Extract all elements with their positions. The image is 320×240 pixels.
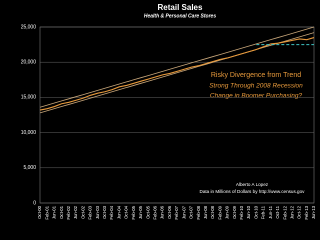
x-tick-label: Feb-03 (88, 205, 93, 219)
annotation: Change in Boomer Purchasing? (210, 93, 303, 100)
chart: Retail Sales Health & Personal Care Stor… (20, 3, 317, 220)
x-tick-label: Jun-13 (311, 205, 316, 219)
x-tick-label: Oct-04 (124, 205, 129, 219)
source: Data in Millions of Dollars by http://ww… (200, 189, 306, 194)
x-tick-label: Jun-09 (225, 205, 230, 219)
x-tick-label: Feb-11 (261, 205, 266, 219)
x-tick-label: Feb-07 (174, 205, 179, 219)
x-tick-label: Jun-03 (95, 205, 100, 219)
x-tick-label: Oct-03 (102, 205, 107, 219)
y-tick-label: 15,000 (21, 95, 37, 101)
series-line (39, 32, 315, 114)
x-tick-label: Jun-04 (116, 205, 121, 219)
x-tick-label: Oct-11 (275, 205, 280, 218)
x-tick-label: Jun-06 (160, 205, 165, 219)
x-tick-label: Feb-01 (44, 205, 49, 219)
y-tick-label: 5,000 (23, 165, 36, 171)
y-tick-label: 20,000 (21, 60, 37, 66)
x-tick-label: Jun-10 (246, 205, 251, 219)
x-tick-label: Jun-02 (73, 205, 78, 219)
x-tick-label: Oct-12 (297, 205, 302, 219)
x-tick-label: Feb-05 (131, 205, 136, 219)
annotation: Strong Through 2008 Recession (209, 83, 303, 90)
x-tick-label: Feb-06 (153, 205, 158, 219)
x-tick-label: Jun-12 (290, 205, 295, 219)
annotation: Risky Divergence from Trend (211, 72, 301, 79)
y-tick-label: 0 (33, 200, 36, 206)
chart-subtitle: Health & Personal Care Stores (144, 13, 216, 19)
chart-title: Retail Sales (158, 3, 203, 12)
author: Alberto A Lopez (236, 182, 269, 187)
series-line (39, 26, 315, 108)
x-tick-label: Feb-02 (66, 205, 71, 219)
x-tick-label: Oct-01 (59, 205, 64, 219)
y-tick-label: 25,000 (21, 24, 37, 30)
plot-frame (39, 26, 315, 204)
x-tick-label: Feb-12 (282, 205, 287, 219)
x-tick-label: Jun-05 (138, 205, 143, 219)
x-tick-label: Jun-07 (181, 205, 186, 219)
x-tick-label: Feb-10 (239, 205, 244, 219)
x-tick-label: Feb-04 (109, 205, 114, 219)
x-tick-label: Oct-08 (210, 205, 215, 219)
x-tick-label: Feb-13 (304, 205, 309, 219)
y-tick-label: 10,000 (21, 130, 37, 136)
x-tick-label: Feb-08 (196, 205, 201, 219)
x-tick-label: Jun-01 (52, 205, 57, 219)
x-tick-label: Oct-02 (80, 205, 85, 219)
x-tick-label: Feb-09 (217, 205, 222, 219)
x-tick-label: Oct-10 (253, 205, 258, 219)
x-tick-label: Jun-08 (203, 205, 208, 219)
x-tick-label: Oct-05 (145, 205, 150, 219)
x-tick-label: Oct-09 (232, 205, 237, 219)
x-tick-label: Oct-06 (167, 205, 172, 219)
x-tick-label: Jun-11 (268, 205, 273, 218)
x-tick-label: Oct-07 (189, 205, 194, 219)
x-tick-label: Oct-00 (37, 205, 42, 219)
